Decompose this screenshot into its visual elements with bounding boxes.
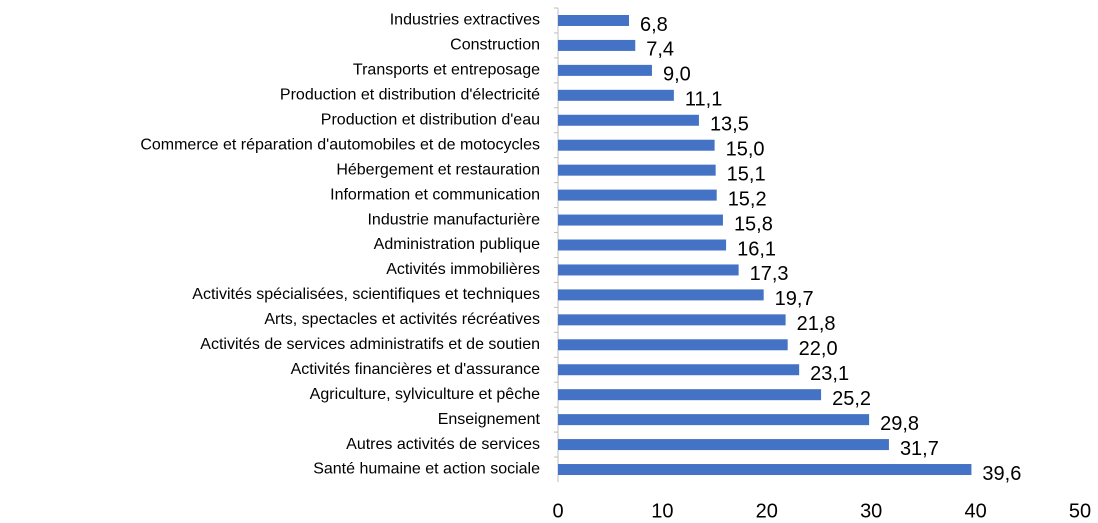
bar: [558, 164, 716, 176]
value-label: 23,1: [810, 363, 849, 385]
value-label: 15,1: [727, 163, 766, 185]
x-tick-label: 0: [552, 500, 563, 522]
value-label: 17,3: [750, 263, 789, 285]
x-tick-label: 10: [651, 500, 673, 522]
value-label: 11,1: [685, 89, 722, 111]
value-label: 19,7: [775, 288, 814, 310]
y-tick-label: Arts, spectacles et activités récréative…: [264, 311, 540, 328]
bar: [558, 239, 727, 251]
x-tick-label: 20: [756, 500, 778, 522]
bar: [558, 264, 739, 276]
y-tick-label: Administration publique: [374, 236, 540, 253]
bar: [558, 389, 822, 401]
y-tick-label: Commerce et réparation d'automobiles et …: [140, 136, 540, 153]
value-label: 39,6: [982, 463, 1021, 485]
value-label: 29,8: [880, 413, 919, 435]
x-tick-label: 40: [964, 500, 986, 522]
y-tick-label: Santé humaine et action sociale: [313, 461, 540, 478]
value-label: 16,1: [737, 238, 776, 260]
bar: [558, 14, 629, 26]
y-tick-label: Enseignement: [438, 411, 541, 428]
value-label: 7,4: [646, 39, 674, 61]
value-label: 15,0: [726, 138, 765, 160]
bar: [558, 289, 764, 301]
x-tick-label: 50: [1069, 500, 1091, 522]
y-tick-label: Information et communication: [330, 186, 540, 203]
value-label: 22,0: [799, 338, 838, 360]
y-tick-label: Activités financières et d'assurance: [291, 361, 541, 378]
bar: [558, 439, 889, 451]
y-tick-label: Autres activités de services: [346, 436, 540, 453]
x-tick-label: 30: [860, 500, 882, 522]
value-label: 31,7: [900, 438, 939, 460]
bar: [558, 214, 723, 226]
bar: [558, 39, 636, 51]
bar: [558, 364, 800, 376]
value-label: 21,8: [797, 313, 836, 335]
bar: [558, 464, 972, 476]
y-tick-label: Production et distribution d'électricité: [280, 87, 540, 104]
value-label: 25,2: [832, 388, 871, 410]
value-label: 15,8: [734, 213, 773, 235]
value-label: 9,0: [663, 64, 691, 86]
y-tick-label: Activités immobilières: [386, 261, 540, 278]
y-tick-label: Activités de services administratifs et …: [200, 336, 540, 353]
y-tick-label: Production et distribution d'eau: [321, 111, 540, 128]
bar: [558, 339, 788, 351]
y-tick-label: Industrie manufacturière: [367, 211, 540, 228]
y-tick-label: Activités spécialisées, scientifiques et…: [192, 286, 540, 303]
y-tick-label: Transports et entreposage: [353, 62, 540, 79]
bar: [558, 314, 786, 326]
y-tick-label: Agriculture, sylviculture et pêche: [310, 386, 540, 403]
bar: [558, 114, 699, 126]
bar: [558, 414, 870, 426]
bar: [558, 139, 715, 151]
value-label: 6,8: [640, 14, 668, 36]
value-label: 13,5: [710, 114, 749, 136]
bar: [558, 89, 674, 101]
y-tick-label: Construction: [450, 37, 540, 54]
y-tick-label: Hébergement et restauration: [336, 161, 540, 178]
bar: [558, 64, 652, 76]
y-tick-label: Industries extractives: [390, 12, 540, 29]
bar: [558, 189, 717, 201]
value-label: 15,2: [728, 188, 767, 210]
